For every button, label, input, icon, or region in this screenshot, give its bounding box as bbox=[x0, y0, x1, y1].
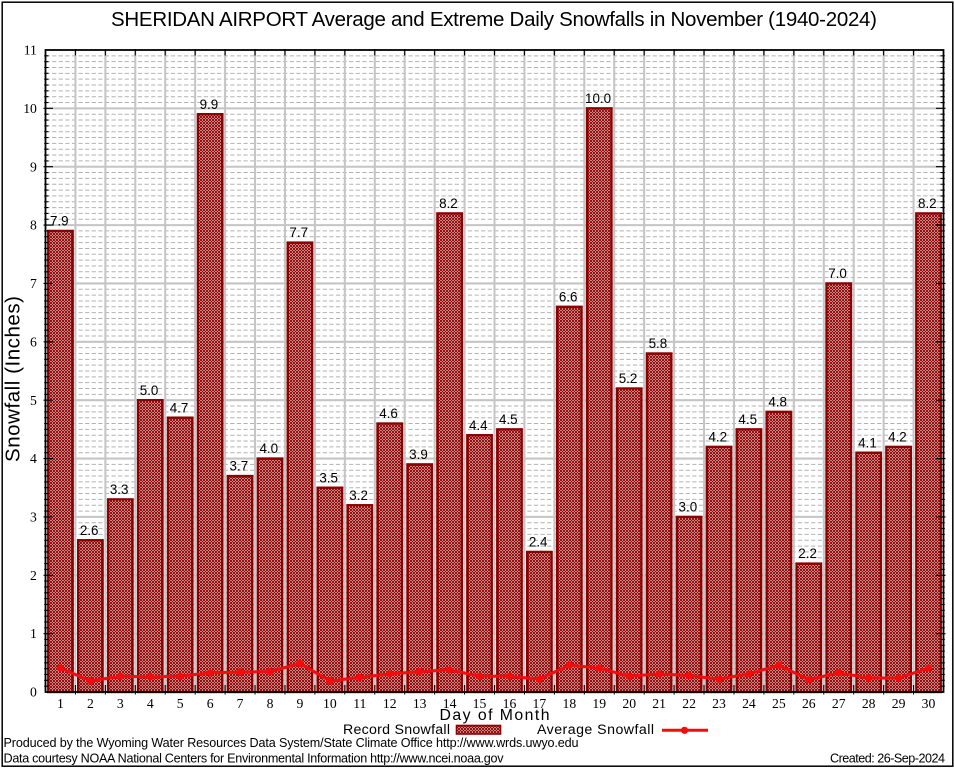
svg-text:Record Snowfall: Record Snowfall bbox=[343, 722, 450, 738]
svg-text:4.1: 4.1 bbox=[858, 435, 877, 450]
svg-text:Data courtesy NOAA National Ce: Data courtesy NOAA National Centers for … bbox=[4, 752, 505, 766]
svg-text:20: 20 bbox=[622, 696, 636, 711]
svg-text:16: 16 bbox=[503, 696, 517, 711]
svg-text:3.3: 3.3 bbox=[110, 482, 129, 497]
svg-text:0: 0 bbox=[30, 685, 37, 700]
svg-text:9: 9 bbox=[297, 696, 304, 711]
svg-text:7: 7 bbox=[237, 696, 244, 711]
svg-text:11: 11 bbox=[353, 696, 366, 711]
svg-text:4.4: 4.4 bbox=[469, 418, 488, 433]
svg-text:8: 8 bbox=[267, 696, 274, 711]
svg-text:4.5: 4.5 bbox=[738, 412, 757, 427]
svg-text:26: 26 bbox=[802, 696, 816, 711]
svg-text:6: 6 bbox=[207, 696, 214, 711]
svg-text:Snowfall (Inches): Snowfall (Inches) bbox=[2, 296, 25, 462]
svg-text:3.7: 3.7 bbox=[230, 459, 249, 474]
svg-text:3.9: 3.9 bbox=[409, 447, 428, 462]
svg-text:7.9: 7.9 bbox=[50, 214, 69, 229]
svg-text:3: 3 bbox=[117, 696, 124, 711]
svg-text:8.2: 8.2 bbox=[918, 196, 937, 211]
svg-text:Created: 26-Sep-2024: Created: 26-Sep-2024 bbox=[830, 752, 945, 766]
svg-text:1: 1 bbox=[30, 626, 37, 641]
svg-text:8: 8 bbox=[30, 218, 37, 233]
svg-text:9: 9 bbox=[30, 159, 37, 174]
svg-text:21: 21 bbox=[652, 696, 666, 711]
svg-text:3.2: 3.2 bbox=[349, 488, 368, 503]
svg-text:SHERIDAN AIRPORT Average and E: SHERIDAN AIRPORT Average and Extreme Dai… bbox=[111, 8, 877, 31]
svg-text:3.5: 3.5 bbox=[319, 470, 338, 485]
svg-text:4.7: 4.7 bbox=[170, 400, 189, 415]
svg-text:6: 6 bbox=[30, 334, 37, 349]
svg-text:7.7: 7.7 bbox=[289, 225, 308, 240]
svg-text:1: 1 bbox=[57, 696, 64, 711]
svg-text:2.4: 2.4 bbox=[529, 535, 548, 550]
svg-text:Day of Month: Day of Month bbox=[440, 707, 550, 724]
svg-text:25: 25 bbox=[772, 696, 786, 711]
svg-text:4.2: 4.2 bbox=[708, 430, 727, 445]
svg-text:27: 27 bbox=[832, 696, 846, 711]
svg-text:10.0: 10.0 bbox=[585, 91, 611, 106]
svg-text:24: 24 bbox=[742, 696, 756, 711]
svg-text:30: 30 bbox=[922, 696, 936, 711]
svg-text:11: 11 bbox=[24, 43, 37, 58]
svg-text:4.5: 4.5 bbox=[499, 412, 518, 427]
svg-text:10: 10 bbox=[23, 101, 37, 116]
svg-text:6.6: 6.6 bbox=[559, 289, 578, 304]
svg-text:4.2: 4.2 bbox=[888, 430, 907, 445]
svg-text:5: 5 bbox=[30, 393, 37, 408]
svg-text:14: 14 bbox=[443, 696, 457, 711]
svg-text:29: 29 bbox=[892, 696, 906, 711]
svg-text:3.0: 3.0 bbox=[679, 500, 698, 515]
svg-text:3: 3 bbox=[30, 510, 37, 525]
svg-text:Average Snowfall: Average Snowfall bbox=[537, 722, 654, 738]
svg-text:8.2: 8.2 bbox=[439, 196, 458, 211]
svg-text:5: 5 bbox=[177, 696, 184, 711]
svg-text:18: 18 bbox=[562, 696, 576, 711]
svg-text:19: 19 bbox=[592, 696, 606, 711]
svg-text:10: 10 bbox=[323, 696, 337, 711]
svg-text:17: 17 bbox=[533, 696, 547, 711]
svg-text:4.0: 4.0 bbox=[259, 441, 278, 456]
svg-text:23: 23 bbox=[712, 696, 726, 711]
svg-text:4.6: 4.6 bbox=[379, 406, 398, 421]
svg-text:4: 4 bbox=[147, 696, 154, 711]
svg-text:5.0: 5.0 bbox=[140, 383, 159, 398]
svg-text:28: 28 bbox=[862, 696, 876, 711]
svg-text:5.8: 5.8 bbox=[649, 336, 668, 351]
svg-text:5.2: 5.2 bbox=[619, 371, 638, 386]
svg-text:2: 2 bbox=[30, 568, 37, 583]
svg-text:7: 7 bbox=[30, 276, 37, 291]
svg-text:2: 2 bbox=[87, 696, 94, 711]
svg-text:Produced by the Wyoming Water: Produced by the Wyoming Water Resources … bbox=[4, 736, 579, 750]
svg-text:9.9: 9.9 bbox=[200, 97, 219, 112]
svg-text:4.8: 4.8 bbox=[768, 395, 787, 410]
svg-text:2.6: 2.6 bbox=[80, 523, 99, 538]
svg-text:13: 13 bbox=[413, 696, 427, 711]
svg-text:2.2: 2.2 bbox=[798, 546, 817, 561]
svg-text:7.0: 7.0 bbox=[828, 266, 847, 281]
svg-text:4: 4 bbox=[30, 451, 37, 466]
svg-text:15: 15 bbox=[473, 696, 487, 711]
svg-text:22: 22 bbox=[682, 696, 696, 711]
svg-text:12: 12 bbox=[383, 696, 397, 711]
